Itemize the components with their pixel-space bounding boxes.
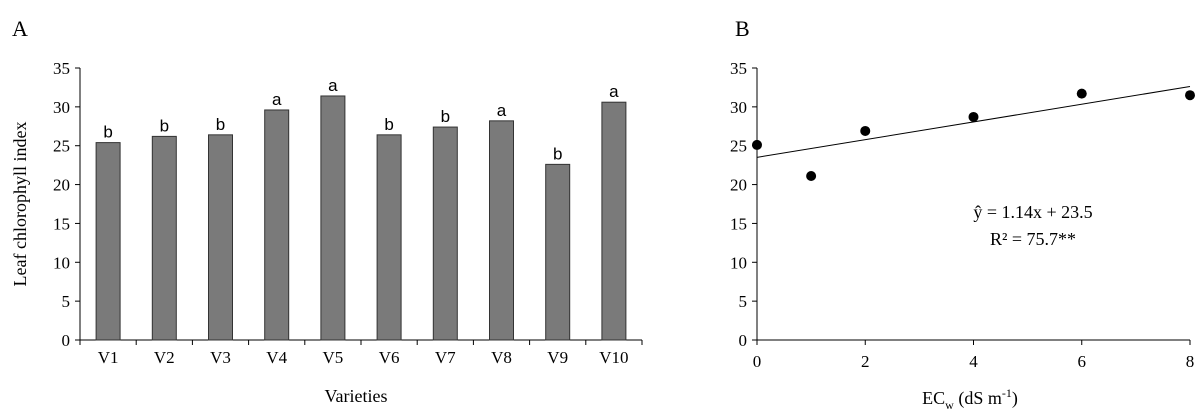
panel-b-y-tick-label: 35 bbox=[730, 59, 747, 78]
panel-b-x-tick-label: 6 bbox=[1078, 352, 1087, 371]
panel-a-label: A bbox=[12, 16, 28, 41]
panel-a-x-axis-title: Varieties bbox=[325, 386, 388, 406]
panel-b-y-tick-label: 30 bbox=[730, 98, 747, 117]
panel-a-x-tick-label: V3 bbox=[210, 348, 231, 367]
panel-b-x-tick-label: 0 bbox=[753, 352, 762, 371]
significance-letter: a bbox=[328, 76, 338, 95]
x-title-superscript: -1 bbox=[1002, 386, 1012, 400]
panel-a-y-tick-label: 15 bbox=[53, 214, 70, 233]
data-point bbox=[806, 171, 817, 182]
panel-b-y-tick-label: 25 bbox=[730, 137, 747, 156]
panel-b-axes: 0 5 10 15 20 25 30 35 0 2 4 6 8 bbox=[730, 59, 1194, 371]
data-point bbox=[1076, 88, 1087, 99]
panel-a-x-tick-label: V5 bbox=[323, 348, 344, 367]
panel-a-y-tick-label: 20 bbox=[53, 176, 70, 195]
x-title-main: EC bbox=[922, 388, 945, 408]
significance-letter: b bbox=[384, 115, 393, 134]
bar bbox=[151, 135, 177, 341]
significance-letter: b bbox=[441, 107, 450, 126]
bar bbox=[95, 142, 121, 341]
panel-a-y-tick-label: 0 bbox=[62, 331, 71, 350]
panel-a-x-tick-label: V2 bbox=[154, 348, 175, 367]
panel-b-y-tick-label: 5 bbox=[739, 292, 748, 311]
panel-a-x-tick-label: V10 bbox=[599, 348, 628, 367]
data-point bbox=[860, 125, 871, 136]
data-point bbox=[1185, 90, 1195, 101]
bar bbox=[432, 126, 458, 341]
panel-b-label: B bbox=[735, 16, 750, 41]
panel-a-axes: 0 5 10 15 20 25 30 35 V1 V2 V3 V4 V5 V6 V7 V8 V9 V10 bbox=[53, 59, 643, 367]
panel-b-points bbox=[752, 88, 1195, 182]
significance-letter: b bbox=[103, 123, 112, 142]
panel-a-x-tick-label: V1 bbox=[98, 348, 119, 367]
bar bbox=[489, 120, 514, 341]
data-point bbox=[752, 139, 762, 150]
bar bbox=[320, 95, 346, 341]
panel-a-y-axis-title: Leaf chlorophyll index bbox=[10, 122, 30, 287]
panel-a-y-tick-label: 5 bbox=[62, 292, 71, 311]
panel-b-x-tick-label: 4 bbox=[969, 352, 978, 371]
panel-a-bars: b b b a a b b a b a bbox=[95, 76, 627, 341]
panel-a-x-tick-label: V9 bbox=[547, 348, 568, 367]
panel-a-y-tick-label: 25 bbox=[53, 137, 70, 156]
r-squared: R² = 75.7** bbox=[990, 229, 1076, 249]
panel-a-x-tick-label: V8 bbox=[491, 348, 512, 367]
panel-b-y-tick-label: 15 bbox=[730, 214, 747, 233]
x-title-close: ) bbox=[1012, 388, 1018, 409]
panel-a-y-tick-label: 30 bbox=[53, 98, 70, 117]
x-title-subscript: w bbox=[945, 398, 954, 409]
significance-letter: b bbox=[216, 115, 225, 134]
panel-b-y-tick-label: 10 bbox=[730, 253, 747, 272]
panel-b-x-tick-label: 2 bbox=[861, 352, 870, 371]
significance-letter: b bbox=[553, 144, 562, 163]
panel-b-x-axis-title: ECw (dS m-1) bbox=[922, 386, 1018, 409]
significance-letter: b bbox=[160, 116, 169, 135]
significance-letter: a bbox=[272, 90, 282, 109]
data-point bbox=[968, 111, 979, 122]
panel-a-x-tick-label: V4 bbox=[266, 348, 287, 367]
bar bbox=[208, 134, 233, 341]
panel-b-x-tick-label: 8 bbox=[1186, 352, 1195, 371]
bar bbox=[601, 101, 627, 341]
panel-a-x-tick-label: V7 bbox=[435, 348, 456, 367]
panel-a-x-tick-label: V6 bbox=[379, 348, 400, 367]
bar bbox=[264, 109, 290, 341]
significance-letter: a bbox=[609, 82, 619, 101]
x-title-units: (dS m bbox=[954, 388, 1002, 409]
regression-equation: ŷ = 1.14x + 23.5 bbox=[973, 202, 1092, 222]
panel-b-y-tick-label: 20 bbox=[730, 176, 747, 195]
panel-b: B 0 5 10 15 20 25 30 35 0 2 4 6 8 ŷ = 1.14x + 23.5 R… bbox=[730, 16, 1195, 409]
panel-a-y-tick-label: 10 bbox=[53, 253, 70, 272]
bar bbox=[545, 163, 571, 341]
bar bbox=[376, 134, 402, 341]
significance-letter: a bbox=[497, 101, 507, 120]
panel-b-y-tick-label: 0 bbox=[739, 331, 748, 350]
panel-a-y-tick-label: 35 bbox=[53, 59, 70, 78]
